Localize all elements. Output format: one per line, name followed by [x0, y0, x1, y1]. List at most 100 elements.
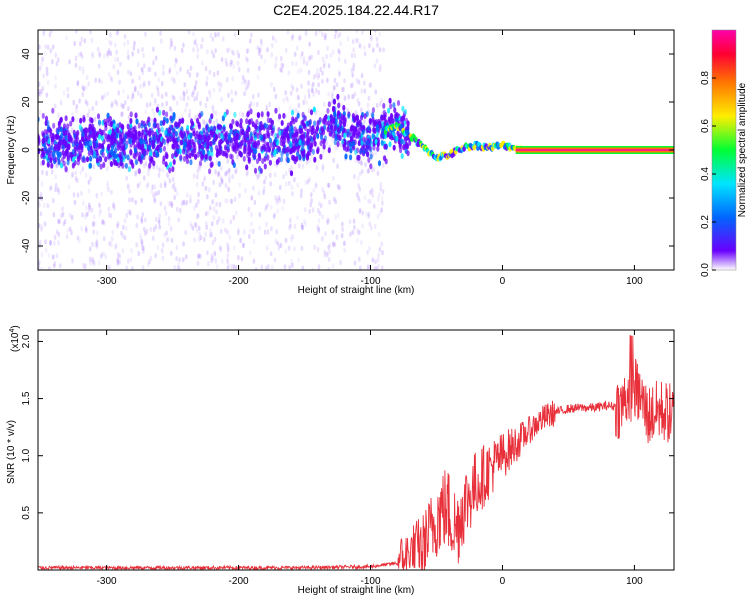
spectrogram-band-cell	[229, 128, 233, 135]
spectrogram-noise-speck	[217, 81, 220, 87]
spectrogram-noise-speck	[311, 207, 315, 213]
spectrogram-noise-speck	[310, 198, 313, 204]
spectrogram-noise-speck	[180, 200, 184, 207]
spectrogram-noise-speck	[214, 110, 218, 116]
spectrogram-noise-speck	[266, 229, 270, 235]
spectrogram-noise-speck	[353, 53, 357, 59]
spectrogram-noise-speck	[296, 94, 300, 100]
spectrogram-band-cell	[46, 120, 50, 126]
spectrogram-band-cell	[190, 138, 194, 145]
spectrogram-noise-speck	[40, 224, 44, 230]
spectrogram-band-cell	[349, 154, 353, 161]
spectrogram-noise-speck	[137, 251, 141, 257]
spectrogram-noise-speck	[218, 87, 222, 93]
spectrogram-noise-speck	[193, 40, 196, 46]
spectrogram-noise-speck	[122, 103, 125, 109]
spectrogram-band-cell	[239, 122, 243, 129]
spectrogram-noise-speck	[192, 173, 196, 179]
spectrogram-noise-speck	[307, 108, 311, 114]
spectrogram-noise-speck	[71, 171, 75, 177]
spectrogram-noise-speck	[328, 249, 331, 255]
spectrogram-noise-speck	[274, 195, 278, 201]
spectrogram-band-cell	[56, 128, 60, 135]
spectrogram-noise-speck	[357, 101, 361, 107]
spectrogram-noise-speck	[91, 222, 95, 228]
spectrogram-noise-speck	[189, 194, 192, 200]
spectrogram-band-cell	[50, 162, 54, 169]
spectrogram-noise-speck	[196, 91, 199, 97]
spectrogram-band-cell	[55, 134, 59, 140]
spectrogram-band-cell	[387, 116, 391, 123]
spectrogram-noise-speck	[290, 258, 294, 264]
spectrogram-noise-speck	[84, 172, 88, 178]
spectrogram-x-label: Height of straight line (km)	[298, 285, 415, 296]
spectrogram-noise-speck	[363, 194, 367, 201]
spectrogram-noise-speck	[333, 33, 337, 40]
spectrogram-noise-speck	[154, 253, 157, 259]
spectrogram-noise-speck	[182, 199, 185, 205]
spectrogram-noise-speck	[286, 30, 290, 35]
spectrogram-noise-speck	[269, 172, 272, 178]
spectrogram-noise-speck	[107, 50, 111, 56]
spectrogram-noise-speck	[309, 192, 313, 198]
spectrogram-noise-speck	[210, 253, 214, 259]
spectrogram-noise-speck	[246, 83, 250, 89]
spectrogram-noise-speck	[204, 185, 208, 191]
spectrogram-noise-speck	[248, 104, 251, 110]
spectrogram-noise-speck	[41, 169, 44, 175]
spectrogram-band-cell	[390, 114, 394, 121]
spectrogram-noise-speck	[235, 167, 238, 173]
spectrogram-band-cell	[243, 144, 247, 151]
spectrogram-band-cell	[251, 142, 255, 149]
spectrogram-noise-speck	[260, 41, 264, 47]
spectrogram-noise-speck	[230, 198, 234, 204]
spectrogram-noise-speck	[120, 102, 123, 108]
spectrogram-noise-speck	[298, 35, 301, 41]
spectrogram-noise-speck	[163, 183, 167, 189]
spectrogram-noise-speck	[206, 49, 209, 55]
spectrogram-noise-speck	[170, 41, 174, 47]
spectrogram-band-cell	[253, 129, 257, 136]
spectrogram-noise-speck	[91, 257, 94, 263]
spectrogram-band-cell	[162, 145, 167, 152]
spectrogram-noise-speck	[106, 50, 109, 56]
spectrogram-band-cell	[285, 151, 289, 158]
spectrogram-noise-speck	[291, 234, 294, 240]
spectrogram-noise-speck	[326, 219, 329, 226]
spectrogram-noise-speck	[359, 207, 362, 213]
spectrogram-noise-speck	[368, 246, 371, 252]
spectrogram-band-cell	[126, 123, 130, 130]
spectrogram-noise-speck	[273, 161, 277, 167]
spectrogram-noise-speck	[269, 204, 273, 210]
spectrogram-noise-speck	[226, 265, 230, 270]
spectrogram-band-cell	[95, 157, 100, 164]
spectrogram-band-cell	[369, 163, 373, 170]
spectrogram-noise-speck	[68, 226, 72, 232]
spectrogram-band-cell	[342, 144, 346, 151]
spectrogram-noise-speck	[197, 253, 201, 259]
spectrogram-band-cell	[313, 120, 317, 127]
spectrogram-noise-speck	[53, 240, 56, 246]
spectrogram-band-cell	[233, 111, 237, 118]
spectrogram-noise-speck	[78, 238, 81, 244]
spectrogram-noise-speck	[363, 119, 366, 125]
spectrogram-noise-speck	[54, 52, 58, 58]
spectrogram-noise-speck	[376, 170, 380, 176]
spectrogram-noise-speck	[269, 181, 272, 187]
spectrogram-noise-speck	[40, 252, 44, 258]
spectrogram-noise-speck	[327, 182, 331, 188]
spectrogram-noise-speck	[373, 266, 376, 270]
spectrogram-band-cell	[71, 148, 75, 155]
spectrogram-noise-speck	[340, 233, 344, 239]
spectrogram-noise-speck	[58, 263, 62, 269]
spectrogram-noise-speck	[192, 31, 195, 37]
spectrogram-band-cell	[286, 122, 290, 129]
spectrogram-noise-speck	[131, 93, 135, 99]
spectrogram-band-cell	[178, 148, 182, 155]
spectrogram-noise-speck	[324, 35, 327, 41]
spectrogram-noise-speck	[79, 51, 83, 57]
spectrogram-noise-speck	[360, 169, 364, 175]
spectrogram-noise-speck	[100, 252, 104, 258]
spectrogram-band-cell	[41, 151, 45, 158]
spectrogram-band-cell	[403, 108, 408, 115]
